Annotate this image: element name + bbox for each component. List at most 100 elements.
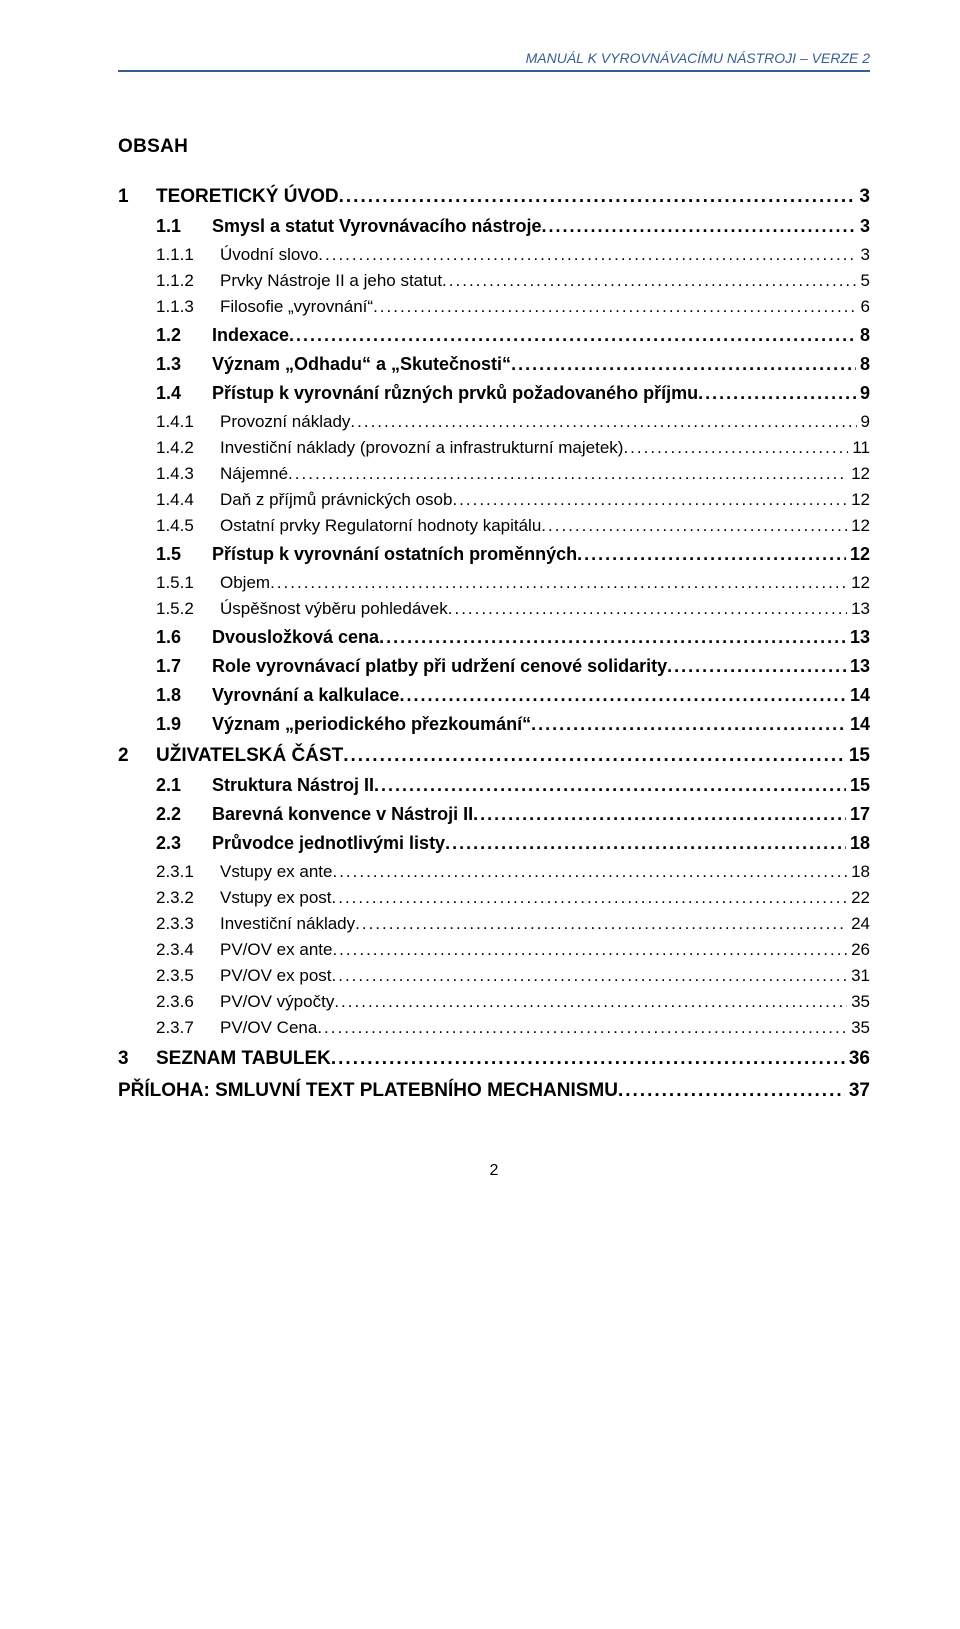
toc-entry-title: Přístup k vyrovnání ostatních proměnných — [212, 544, 577, 565]
toc-entry: 1.8Vyrovnání a kalkulace 14 — [118, 685, 870, 706]
toc-entry: 2.3.3Investiční náklady24 — [118, 914, 870, 934]
toc-dot-leader — [541, 216, 856, 237]
toc-entry-number: 1.6 — [156, 627, 212, 648]
toc-dot-leader — [334, 992, 847, 1012]
toc-entry-title: Nájemné — [220, 464, 288, 484]
toc-entry-number: 2.3.2 — [156, 888, 220, 908]
toc-dot-leader — [511, 354, 856, 375]
toc-entry-number: 2.3.5 — [156, 966, 220, 986]
toc-entry-page: 17 — [846, 804, 870, 825]
toc-entry-title: SEZNAM TABULEK — [156, 1048, 331, 1070]
toc-entry-page: 13 — [847, 599, 870, 619]
toc-entry-title: Vyrovnání a kalkulace — [212, 685, 399, 706]
toc-dot-leader — [343, 745, 845, 767]
toc-dot-leader — [452, 490, 847, 510]
header-divider — [118, 70, 870, 72]
toc-dot-leader — [374, 775, 846, 796]
toc-entry-page: 35 — [847, 1018, 870, 1038]
toc-dot-leader — [289, 325, 856, 346]
toc-dot-leader — [331, 1048, 845, 1070]
toc-entry-page: 26 — [847, 940, 870, 960]
toc-entry: 2.3.6PV/OV výpočty35 — [118, 992, 870, 1012]
toc-entry: 1.4.5Ostatní prvky Regulatorní hodnoty k… — [118, 516, 870, 536]
toc-entry-number: 2.3 — [156, 833, 212, 854]
toc-entry: 1.9Význam „periodického přezkoumání“ 14 — [118, 714, 870, 735]
toc-entry-page: 9 — [856, 383, 870, 404]
toc-entry-number: 2.3.3 — [156, 914, 220, 934]
toc-entry: 2.3.7PV/OV Cena35 — [118, 1018, 870, 1038]
toc-entry-title: Dvousložková cena — [212, 627, 379, 648]
toc-entry-page: 13 — [846, 656, 870, 677]
toc-entry: 2.3.2Vstupy ex post 22 — [118, 888, 870, 908]
toc-entry-page: 12 — [847, 516, 870, 536]
toc-entry-title: Ostatní prvky Regulatorní hodnoty kapitá… — [220, 516, 541, 536]
toc-dot-leader — [317, 1018, 847, 1038]
toc-entry: PŘÍLOHA: SMLUVNÍ TEXT PLATEBNÍHO MECHANI… — [118, 1080, 870, 1102]
toc-entry-title: Prvky Nástroje II a jeho statut — [220, 271, 442, 291]
toc-entry-number: 1.1 — [156, 216, 212, 237]
toc-entry-page: 12 — [847, 464, 870, 484]
toc-entry: 1TEORETICKÝ ÚVOD3 — [118, 186, 870, 208]
toc-entry-page: 13 — [846, 627, 870, 648]
toc-entry-page: 3 — [857, 245, 870, 265]
toc-entry-title: PV/OV ex ante — [220, 940, 332, 960]
toc-entry-number: 1.4 — [156, 383, 212, 404]
toc-entry-title: Úvodní slovo — [220, 245, 318, 265]
toc-entry-title: Filosofie „vyrovnání“ — [220, 297, 373, 317]
toc-dot-leader — [399, 685, 846, 706]
toc-entry: 1.1.3Filosofie „vyrovnání“6 — [118, 297, 870, 317]
toc-entry-page: 12 — [847, 490, 870, 510]
toc-entry-page: 3 — [856, 216, 870, 237]
toc-entry-page: 37 — [845, 1080, 870, 1102]
toc-entry-title: Přístup k vyrovnání různých prvků požado… — [212, 383, 698, 404]
toc-dot-leader — [270, 573, 847, 593]
toc-entry-title: Vstupy ex ante — [220, 862, 332, 882]
toc-dot-leader — [667, 656, 846, 677]
toc-entry-title: Daň z příjmů právnických osob — [220, 490, 452, 510]
toc-entry-number: 1.8 — [156, 685, 212, 706]
toc-entry-title: Smysl a statut Vyrovnávacího nástroje — [212, 216, 541, 237]
toc-dot-leader — [318, 245, 856, 265]
toc-entry-title: Průvodce jednotlivými listy — [212, 833, 445, 854]
toc-entry-page: 14 — [846, 685, 870, 706]
toc-dot-leader — [531, 714, 846, 735]
toc-entry: 3SEZNAM TABULEK36 — [118, 1048, 870, 1070]
toc-entry-page: 22 — [847, 888, 870, 908]
toc-entry: 1.5.2Úspěšnost výběru pohledávek13 — [118, 599, 870, 619]
document-page: MANUÁL K VYROVNÁVACÍMU NÁSTROJI – VERZE … — [0, 0, 960, 1220]
toc-dot-leader — [288, 464, 847, 484]
toc-entry-page: 8 — [856, 325, 870, 346]
toc-entry-number: 1.4.5 — [156, 516, 220, 536]
toc-entry: 2.3.5PV/OV ex post31 — [118, 966, 870, 986]
toc-entry-title: Vstupy ex post — [220, 888, 332, 908]
toc-entry-number: 1 — [118, 186, 156, 208]
toc-entry: 1.4.3Nájemné12 — [118, 464, 870, 484]
toc-entry-page: 15 — [845, 745, 870, 767]
toc-entry-title: Význam „periodického přezkoumání“ — [212, 714, 531, 735]
toc-entry: 1.1Smysl a statut Vyrovnávacího nástroje… — [118, 216, 870, 237]
toc-entry-title: PV/OV výpočty — [220, 992, 334, 1012]
toc-dot-leader — [332, 888, 848, 908]
toc-entry: 1.1.1Úvodní slovo3 — [118, 245, 870, 265]
toc-entry: 2.2Barevná konvence v Nástroji II17 — [118, 804, 870, 825]
page-header: MANUÁL K VYROVNÁVACÍMU NÁSTROJI – VERZE … — [118, 50, 870, 70]
toc-entry: 2.1Struktura Nástroj II15 — [118, 775, 870, 796]
toc-dot-leader — [373, 297, 856, 317]
toc-entry-number: 2.3.4 — [156, 940, 220, 960]
toc-entry-page: 14 — [846, 714, 870, 735]
toc-entry-title: Objem — [220, 573, 270, 593]
toc-dot-leader — [623, 438, 848, 458]
toc-entry-number: 1.2 — [156, 325, 212, 346]
toc-entry-page: 3 — [855, 186, 870, 208]
toc-entry: 1.1.2Prvky Nástroje II a jeho statut5 — [118, 271, 870, 291]
toc-entry-title: Struktura Nástroj II — [212, 775, 374, 796]
toc-entry-title: PV/OV Cena — [220, 1018, 317, 1038]
toc-entry-number: 1.9 — [156, 714, 212, 735]
toc-entry-title: Indexace — [212, 325, 289, 346]
toc-entry-number: 1.4.4 — [156, 490, 220, 510]
toc-entry: 1.2Indexace 8 — [118, 325, 870, 346]
toc-dot-leader — [355, 914, 847, 934]
toc-entry-number: 2.1 — [156, 775, 212, 796]
toc-dot-leader — [379, 627, 846, 648]
toc-entry-number: 1.3 — [156, 354, 212, 375]
